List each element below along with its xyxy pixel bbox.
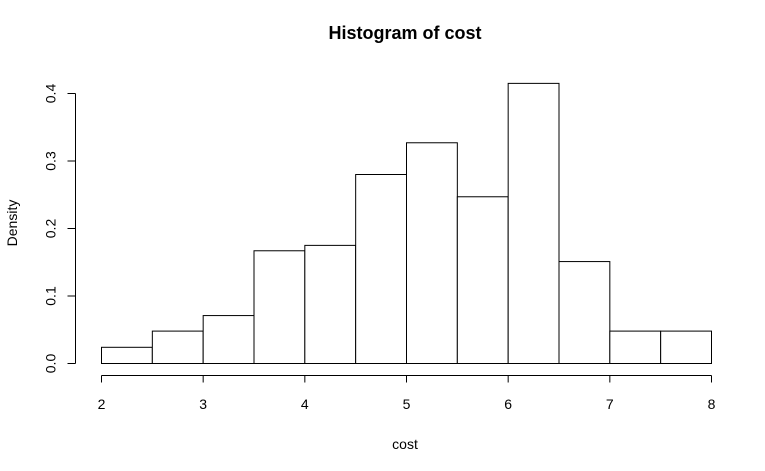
histogram-bar: [507, 82, 560, 364]
y-axis: 0.0 0.1 0.2 0.3 0.4: [43, 84, 76, 374]
y-tick-label: 0.2: [43, 219, 59, 239]
histogram-bar: [406, 142, 458, 364]
x-tick-label: 3: [199, 396, 207, 412]
x-tick-label: 5: [403, 396, 411, 412]
x-axis: 2 3 4 5 6 7 8: [98, 375, 716, 412]
x-tick-label: 2: [98, 396, 106, 412]
x-tick-label: 8: [708, 396, 716, 412]
x-axis-label: cost: [392, 436, 418, 452]
x-tick-label: 6: [504, 396, 512, 412]
chart-title: Histogram of cost: [328, 23, 481, 43]
histogram-bar: [609, 330, 662, 365]
y-tick-label: 0.3: [43, 151, 59, 171]
y-axis-label: Density: [4, 200, 20, 247]
y-tick-label: 0.1: [43, 286, 59, 306]
histogram-bar: [202, 315, 255, 365]
histogram-bar: [558, 261, 611, 365]
histogram-bar: [253, 250, 306, 364]
x-tick-label: 7: [606, 396, 614, 412]
histogram-bar: [355, 174, 407, 364]
histogram-bar: [456, 196, 509, 364]
histogram-bar: [660, 330, 713, 365]
bars-group: [101, 82, 713, 365]
y-tick-label: 0.0: [43, 354, 59, 374]
y-tick-label: 0.4: [43, 84, 59, 104]
histogram-bar: [304, 244, 357, 364]
histogram-bar: [101, 346, 153, 364]
x-tick-label: 4: [301, 396, 309, 412]
histogram-bar: [151, 330, 204, 365]
